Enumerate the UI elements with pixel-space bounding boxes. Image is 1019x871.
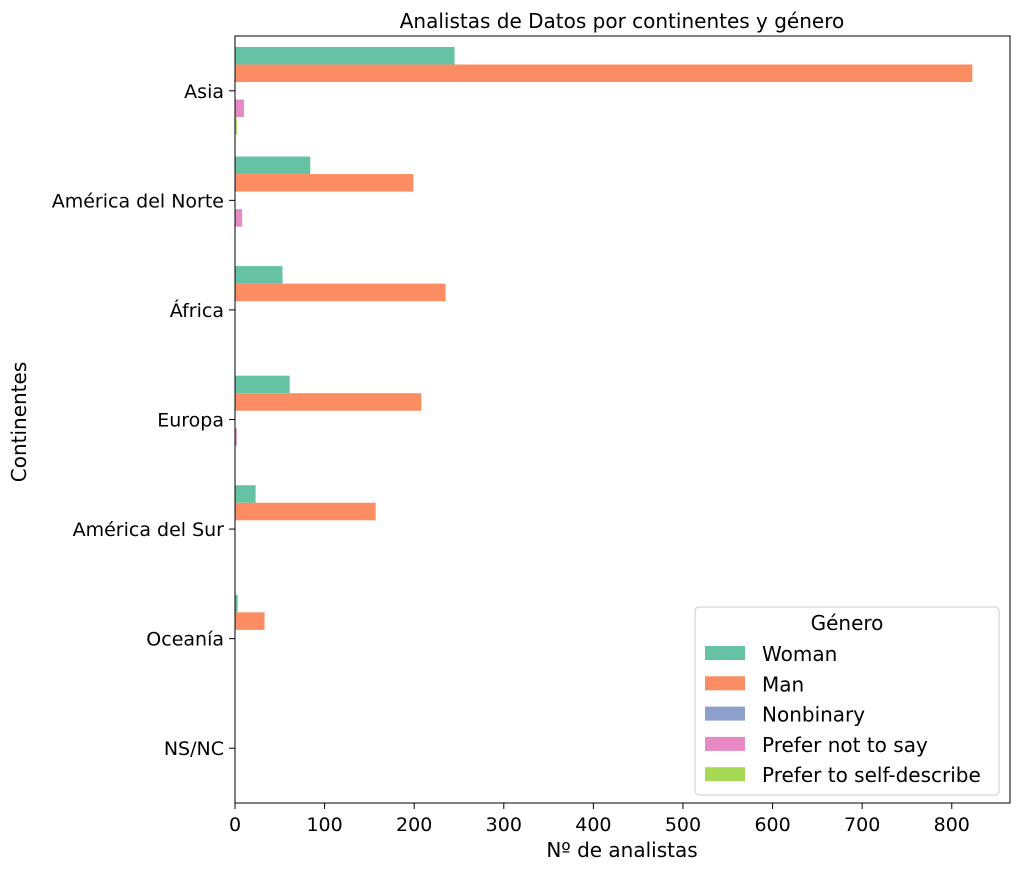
x-tick-label: 0 [229, 814, 241, 836]
bar-prefer-not-to-say-3 [235, 428, 237, 446]
legend-label: Man [762, 672, 804, 696]
legend-swatch [705, 767, 745, 782]
legend-swatch [705, 646, 745, 660]
x-axis-ticks: 0 100 200 300 400 500 600 700 800 [229, 803, 970, 836]
bar-woman-1 [235, 156, 311, 175]
y-tick-label: América del Sur [73, 519, 225, 541]
legend-items: Woman Man Nonbinary Prefer not to say Prefer… [705, 642, 981, 787]
bars-group [235, 46, 973, 630]
y-tick-label: América del Norte [52, 190, 224, 212]
legend-label: Woman [762, 642, 837, 666]
x-tick-label: 800 [934, 814, 970, 836]
x-tick-label: 100 [306, 814, 342, 836]
x-tick-label: 600 [754, 814, 790, 836]
bar-prefer-not-to-say-1 [235, 209, 243, 227]
bar-man-1 [235, 174, 414, 192]
y-tick-label: Europa [157, 410, 224, 432]
legend-swatch [705, 736, 745, 751]
bar-prefer-not-to-say-0 [235, 99, 244, 118]
bar-woman-5 [235, 594, 238, 613]
bar-man-3 [235, 393, 422, 411]
legend-title: Género [811, 611, 884, 635]
y-tick-label: NS/NC [164, 738, 224, 760]
bar-woman-0 [235, 46, 455, 65]
x-axis-label: Nº de analistas [546, 838, 697, 862]
y-tick-label: Asia [184, 81, 224, 103]
legend-label: Prefer not to say [762, 733, 928, 757]
bar-man-2 [235, 283, 446, 302]
bar-woman-2 [235, 266, 283, 284]
bar-woman-4 [235, 485, 256, 503]
legend-label: Nonbinary [762, 703, 865, 727]
legend-label: Prefer to self-describe [762, 763, 981, 787]
bar-prefer-to-self-describe-0 [235, 117, 237, 135]
x-tick-label: 300 [486, 814, 522, 836]
y-axis-ticks: Asia América del Norte África Europa América… [52, 81, 235, 760]
x-tick-label: 200 [396, 814, 432, 836]
legend: Género Woman Man Nonbinary Prefer not to sa… [694, 606, 1000, 796]
x-tick-label: 700 [844, 814, 880, 836]
legend-swatch [705, 676, 745, 691]
chart-title: Analistas de Datos por continentes y gén… [400, 9, 844, 33]
bar-man-5 [235, 612, 265, 630]
x-tick-label: 400 [575, 814, 611, 836]
legend-swatch [705, 706, 745, 721]
y-tick-label: Oceanía [146, 629, 224, 651]
bar-woman-3 [235, 375, 290, 394]
y-axis-label: Continentes [7, 362, 31, 483]
bar-man-0 [235, 64, 973, 83]
x-tick-label: 500 [665, 814, 701, 836]
bar-man-4 [235, 502, 376, 521]
y-tick-label: África [170, 299, 224, 322]
legend-box [694, 606, 1000, 796]
